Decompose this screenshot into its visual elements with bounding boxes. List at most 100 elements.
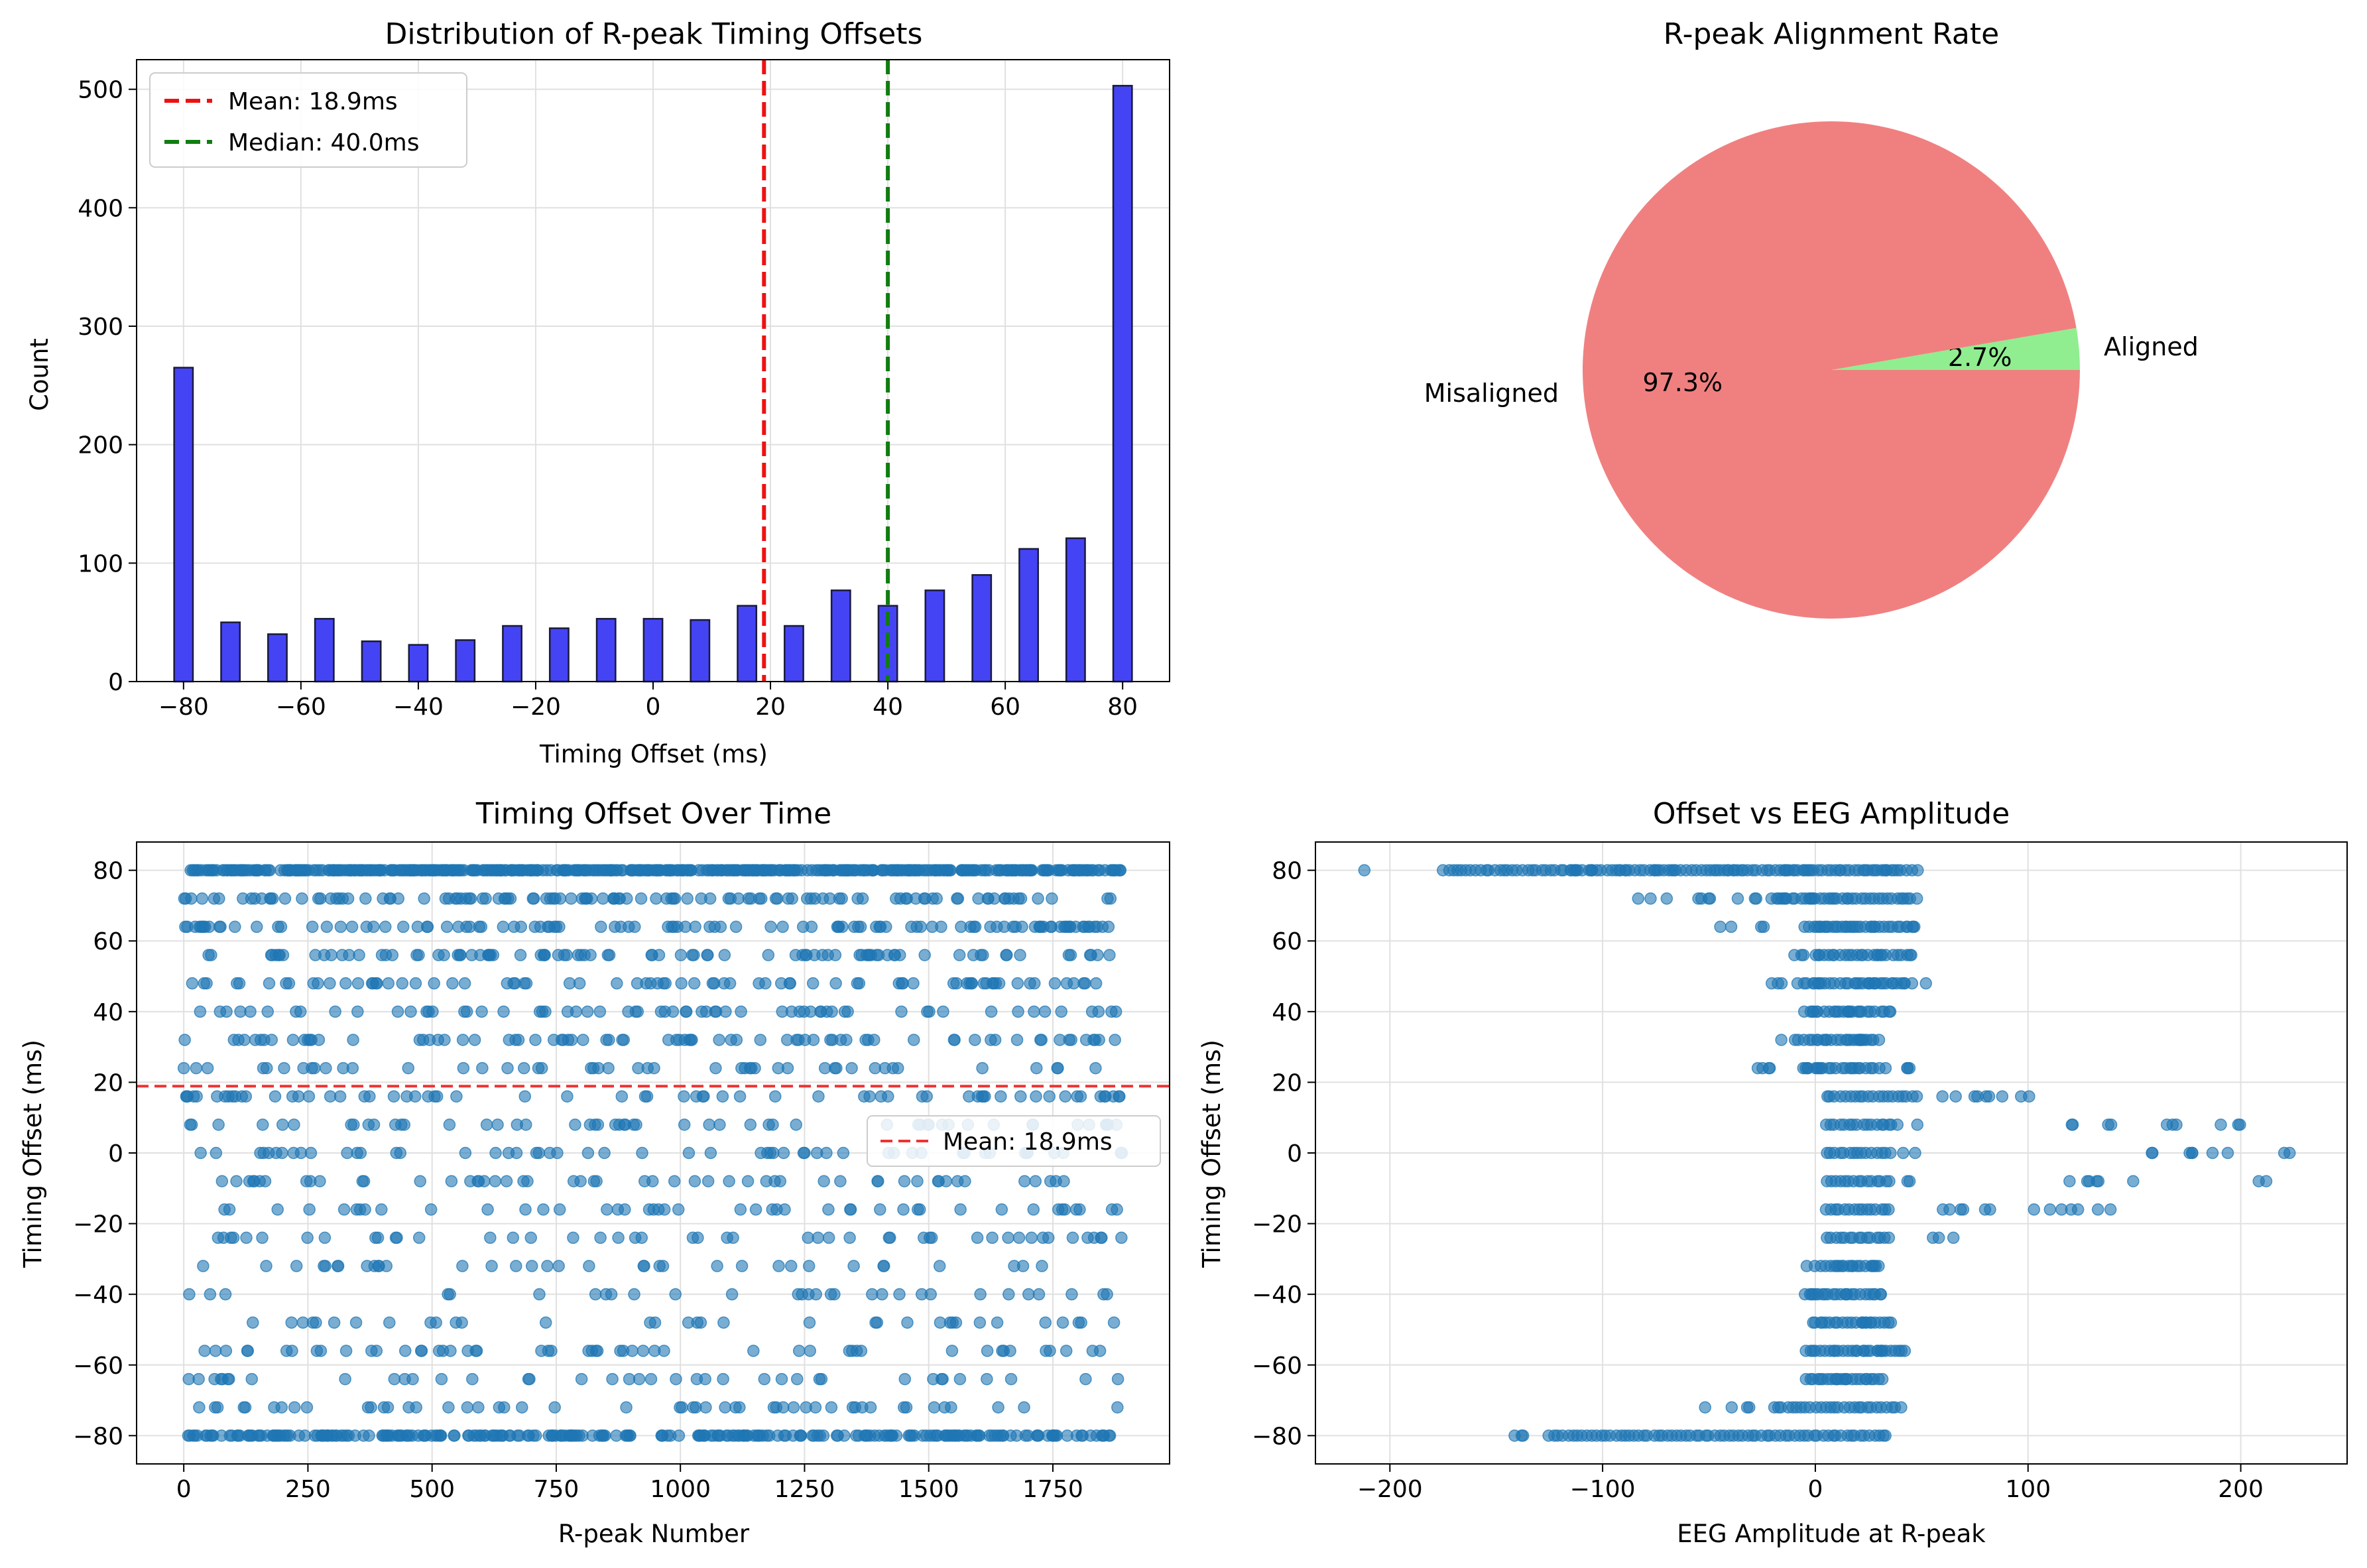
- amplitude-point: [1883, 1005, 1896, 1018]
- over-time-point: [387, 1090, 400, 1103]
- over-time-point: [468, 1034, 481, 1046]
- over-time-point: [804, 1345, 816, 1357]
- over-time-point: [820, 1146, 833, 1160]
- over-time-point: [776, 1401, 790, 1414]
- over-time-point: [659, 977, 672, 990]
- over-time-point: [834, 1175, 847, 1187]
- over-time-point: [940, 1175, 953, 1187]
- over-time-point: [594, 1231, 607, 1244]
- over-time-point: [1089, 1061, 1102, 1075]
- amplitude-point: [2065, 1118, 2079, 1131]
- over-time-point: [658, 1345, 670, 1357]
- over-time-point: [892, 1061, 904, 1075]
- over-time-point: [656, 1260, 670, 1272]
- over-time-point: [718, 949, 731, 961]
- over-time-point: [1022, 1288, 1035, 1301]
- over-time-point: [529, 1429, 542, 1442]
- over-time-point: [567, 1231, 579, 1244]
- over-time-point: [485, 1260, 498, 1272]
- over-time-point: [481, 1203, 494, 1216]
- over-time-point: [320, 920, 334, 934]
- over-time-point: [446, 977, 459, 990]
- over-time-point: [898, 1175, 911, 1187]
- histogram-bar: [548, 627, 570, 683]
- over-time-point: [442, 1401, 455, 1414]
- over-time-point: [734, 1203, 747, 1216]
- over-time-point: [954, 1203, 967, 1216]
- over-time-point: [727, 1231, 739, 1244]
- over-time-point: [314, 1175, 326, 1187]
- over-time-point: [382, 977, 395, 990]
- over-time-point: [1001, 949, 1013, 961]
- over-time-point: [260, 1260, 273, 1272]
- over-time-point: [1014, 949, 1026, 961]
- amplitude-point: [1797, 1061, 1810, 1075]
- over-time-point: [853, 977, 866, 990]
- amplitude-point: [1777, 892, 1790, 905]
- over-time-point: [306, 920, 319, 934]
- over-time-point: [864, 1401, 877, 1414]
- over-time-point: [539, 1316, 552, 1329]
- histogram-xtick-label: −40: [393, 694, 444, 721]
- over-time-point: [894, 949, 906, 961]
- over-time-point: [185, 892, 198, 905]
- over-time-point: [457, 1061, 470, 1075]
- over-time-point: [989, 1034, 1002, 1046]
- amplitude-point: [1812, 1061, 1825, 1075]
- over-time-point: [1010, 1034, 1024, 1046]
- over-time-point: [701, 949, 714, 961]
- over-time-point: [619, 1203, 631, 1216]
- over-time-point: [367, 1118, 381, 1131]
- over-time-point: [347, 1118, 360, 1131]
- amplitude-points: [1358, 864, 2296, 1442]
- amplitude-point: [1807, 1005, 1819, 1018]
- amplitude-point: [1839, 1288, 1852, 1301]
- over-time-point: [817, 1429, 830, 1442]
- over-time-point: [1030, 1061, 1043, 1075]
- over-time-point: [977, 949, 989, 961]
- over-time-point: [1025, 1231, 1038, 1244]
- over-time-point: [472, 1401, 485, 1414]
- over-time-point: [717, 1372, 729, 1386]
- over-time-points: [177, 864, 1128, 1442]
- over-time-point: [907, 1034, 920, 1046]
- amplitude-point: [1714, 920, 1727, 934]
- amplitude-point: [1816, 1288, 1829, 1301]
- over-time-point: [190, 1090, 203, 1103]
- over-time-point: [1016, 920, 1028, 934]
- over-time-point: [784, 977, 796, 990]
- over-time-point: [762, 949, 775, 961]
- amplitude-point: [2092, 1175, 2105, 1187]
- over-time-point: [230, 1175, 243, 1187]
- over-time-point: [1028, 977, 1041, 990]
- amplitude-point: [1807, 1316, 1819, 1329]
- over-time-point: [205, 949, 217, 961]
- over-time-point: [497, 1005, 510, 1018]
- over-time-point: [603, 1034, 615, 1046]
- histogram-ytick-label: 200: [78, 432, 123, 459]
- over-time-point: [874, 1203, 886, 1216]
- amplitude-ytick-label: −60: [1252, 1353, 1302, 1380]
- amplitude-point: [2104, 1203, 2117, 1216]
- over-time-point: [884, 1231, 896, 1244]
- over-time-point: [565, 892, 577, 905]
- over-time-point: [312, 977, 324, 990]
- over-time-point: [844, 1203, 857, 1216]
- amplitude-ytick-label: 0: [1287, 1140, 1302, 1168]
- over-time-point: [1046, 892, 1058, 905]
- over-time-point: [1002, 1231, 1014, 1244]
- over-time-xtick-label: 1250: [774, 1476, 835, 1503]
- over-time-point: [837, 1146, 850, 1160]
- amplitude-point: [1834, 864, 1847, 876]
- amplitude-point: [1876, 1372, 1889, 1386]
- over-time-point: [359, 892, 372, 905]
- over-time-point: [896, 977, 910, 990]
- amplitude-point: [1905, 949, 1917, 961]
- over-time-point: [512, 1034, 525, 1046]
- amplitude-point: [2023, 1090, 2035, 1103]
- pie-slice: [1583, 121, 2080, 619]
- over-time-point: [1089, 977, 1103, 990]
- over-time-point: [525, 1260, 538, 1272]
- amplitude-point: [1927, 1231, 1939, 1244]
- over-time-point: [854, 920, 867, 934]
